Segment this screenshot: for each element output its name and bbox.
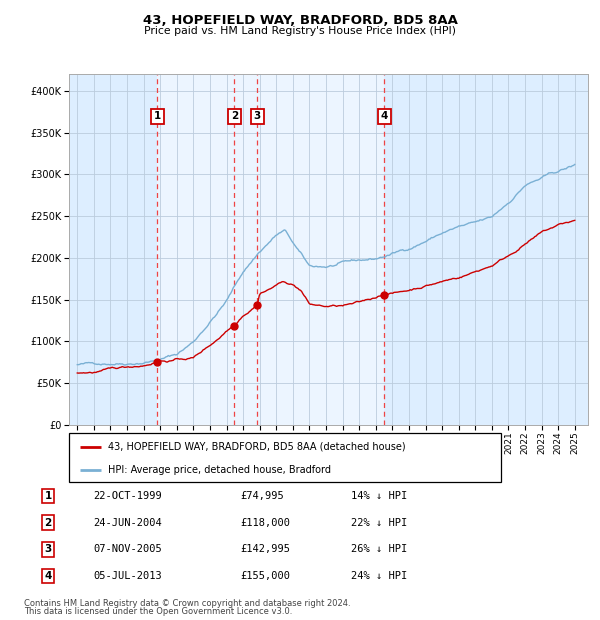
Text: £74,995: £74,995 bbox=[240, 491, 284, 501]
Text: 1: 1 bbox=[44, 491, 52, 501]
Text: 4: 4 bbox=[380, 112, 388, 122]
Text: 05-JUL-2013: 05-JUL-2013 bbox=[93, 571, 162, 581]
Text: HPI: Average price, detached house, Bradford: HPI: Average price, detached house, Brad… bbox=[108, 465, 331, 475]
Text: 22% ↓ HPI: 22% ↓ HPI bbox=[351, 518, 407, 528]
Text: 07-NOV-2005: 07-NOV-2005 bbox=[93, 544, 162, 554]
Text: Price paid vs. HM Land Registry's House Price Index (HPI): Price paid vs. HM Land Registry's House … bbox=[144, 26, 456, 36]
Text: 1: 1 bbox=[154, 112, 161, 122]
Text: 2: 2 bbox=[231, 112, 238, 122]
Text: 14% ↓ HPI: 14% ↓ HPI bbox=[351, 491, 407, 501]
Text: £118,000: £118,000 bbox=[240, 518, 290, 528]
Text: £142,995: £142,995 bbox=[240, 544, 290, 554]
Text: 43, HOPEFIELD WAY, BRADFORD, BD5 8AA: 43, HOPEFIELD WAY, BRADFORD, BD5 8AA bbox=[143, 14, 457, 27]
Bar bbox=[157, 74, 384, 425]
Text: 2: 2 bbox=[44, 518, 52, 528]
Text: £155,000: £155,000 bbox=[240, 571, 290, 581]
Text: 24% ↓ HPI: 24% ↓ HPI bbox=[351, 571, 407, 581]
Text: 4: 4 bbox=[44, 571, 52, 581]
Text: Contains HM Land Registry data © Crown copyright and database right 2024.: Contains HM Land Registry data © Crown c… bbox=[24, 598, 350, 608]
Text: 22-OCT-1999: 22-OCT-1999 bbox=[93, 491, 162, 501]
Text: 26% ↓ HPI: 26% ↓ HPI bbox=[351, 544, 407, 554]
Text: 3: 3 bbox=[44, 544, 52, 554]
Text: This data is licensed under the Open Government Licence v3.0.: This data is licensed under the Open Gov… bbox=[24, 606, 292, 616]
Text: 24-JUN-2004: 24-JUN-2004 bbox=[93, 518, 162, 528]
Text: 43, HOPEFIELD WAY, BRADFORD, BD5 8AA (detached house): 43, HOPEFIELD WAY, BRADFORD, BD5 8AA (de… bbox=[108, 441, 406, 451]
Text: 3: 3 bbox=[254, 112, 261, 122]
